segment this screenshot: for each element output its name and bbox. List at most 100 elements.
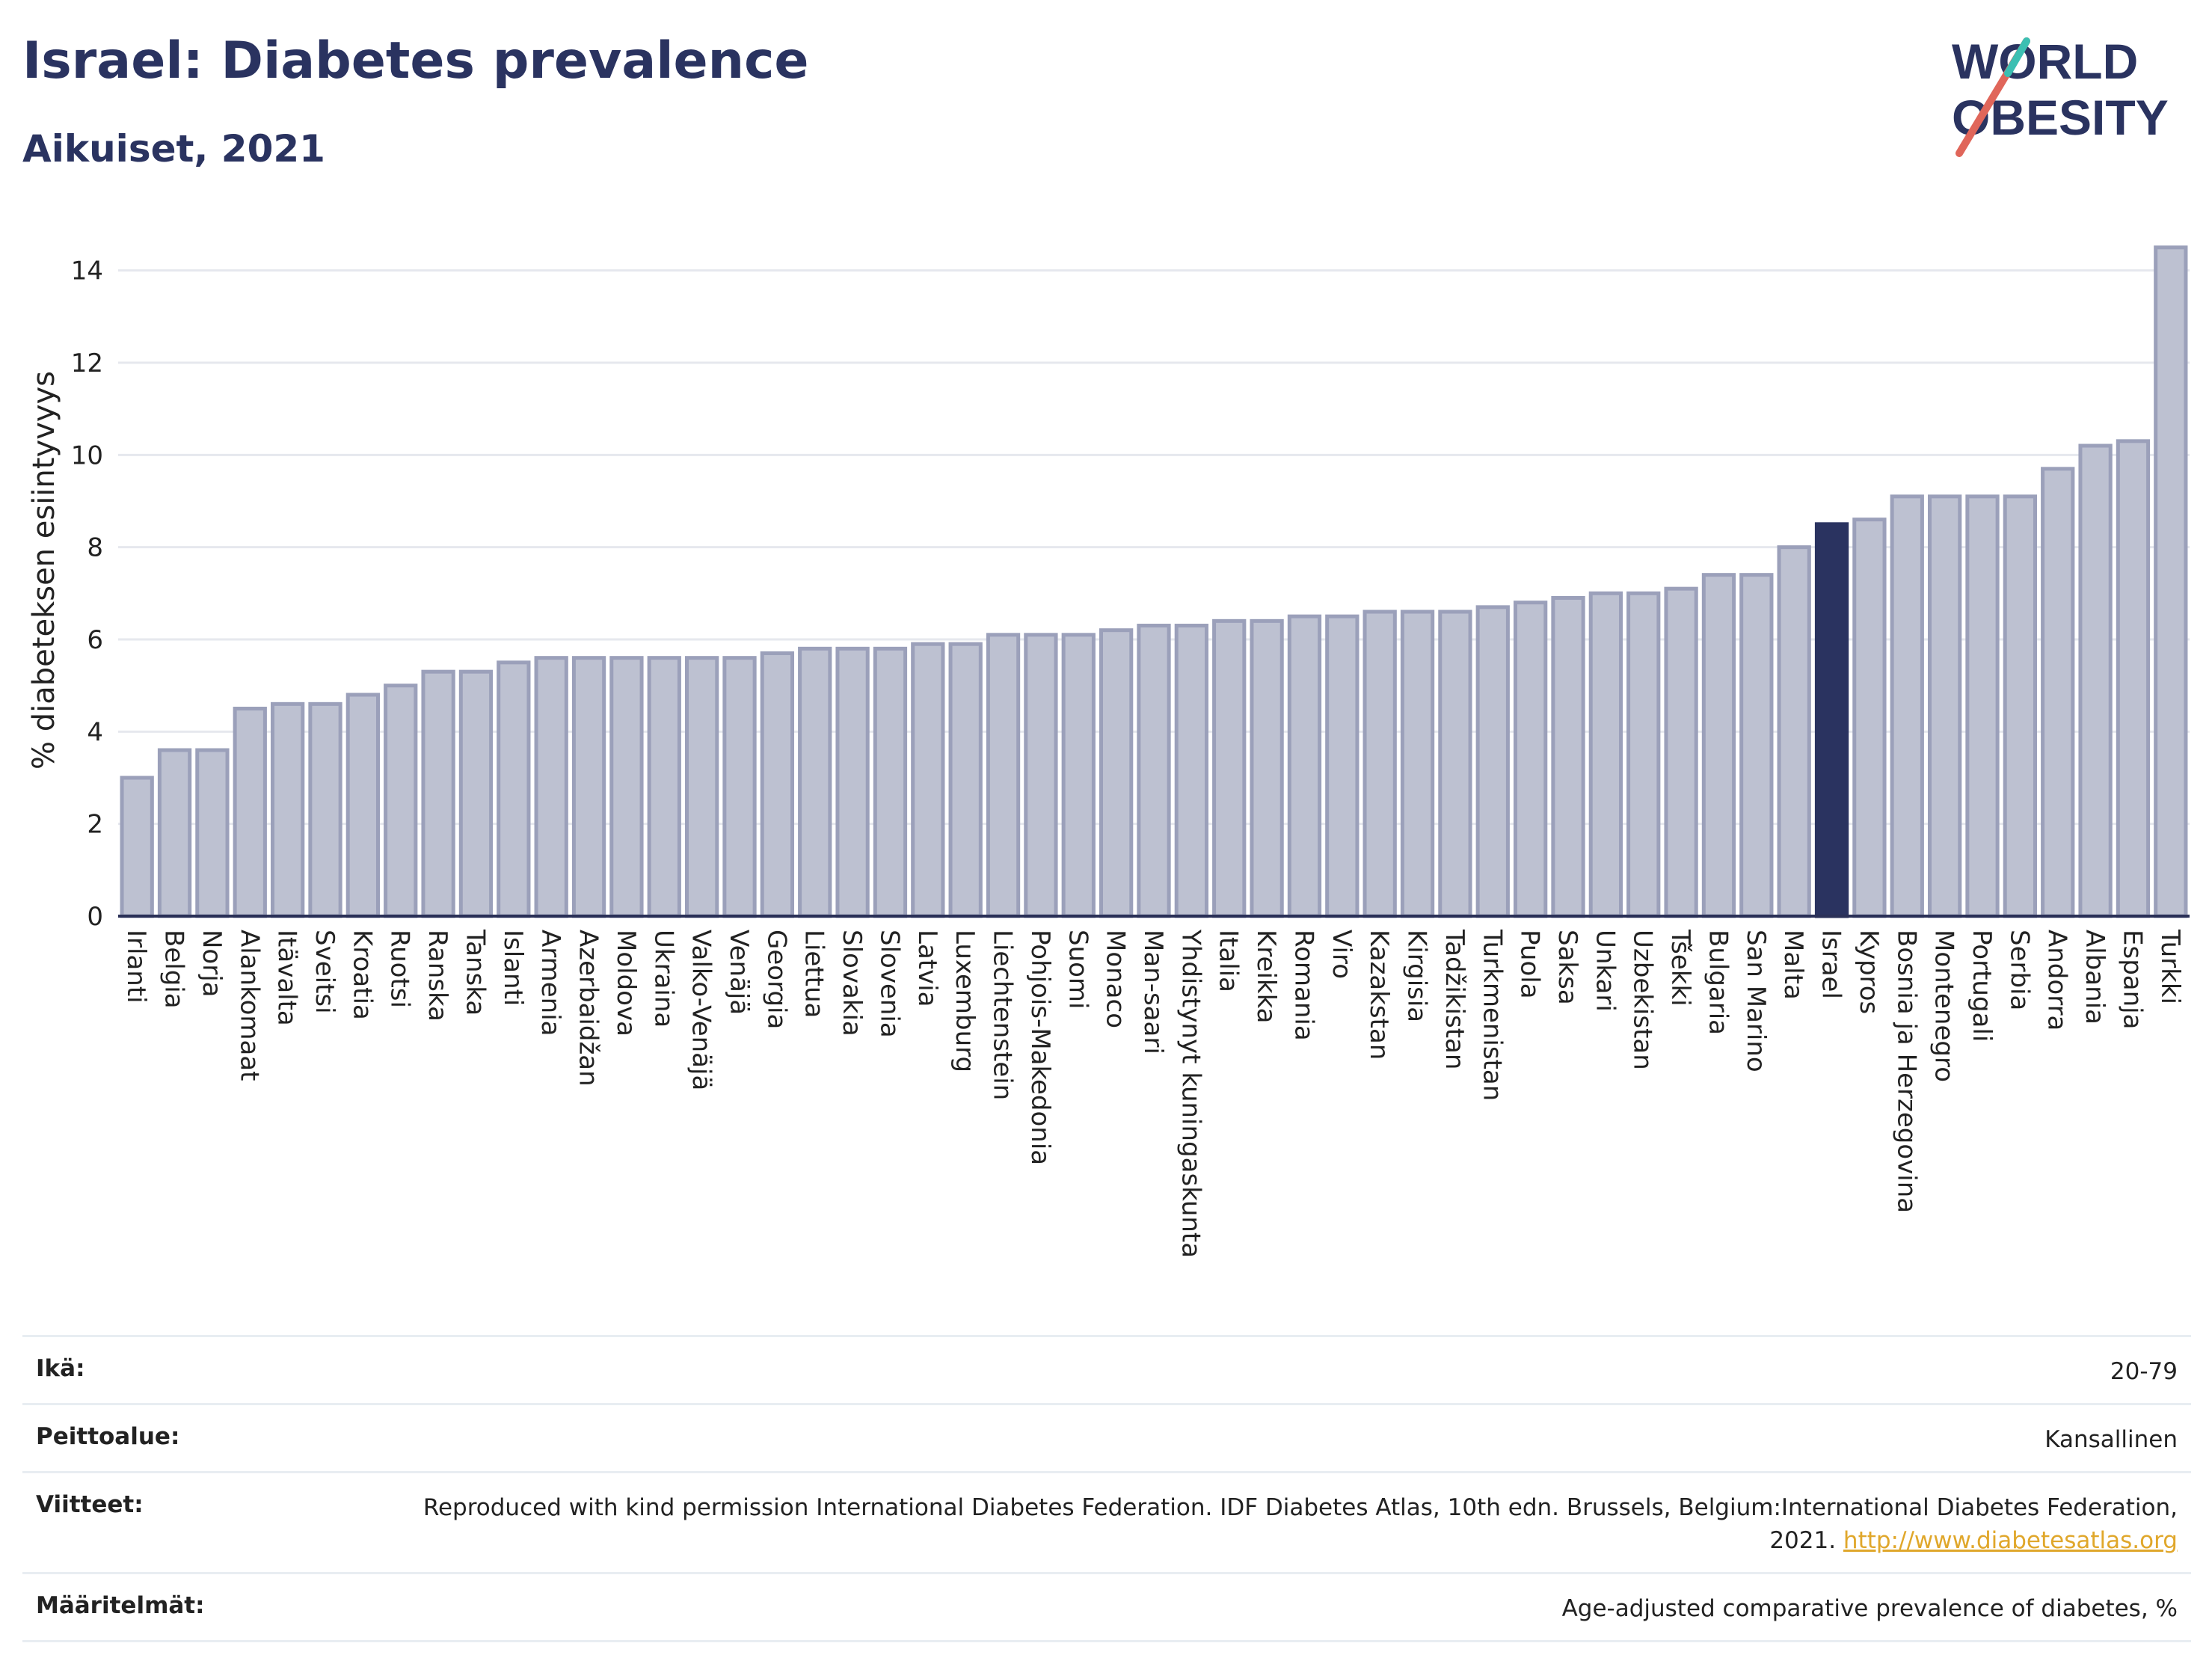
bar-monaco: [1099, 628, 1134, 918]
y-axis-label: % diabeteksen esiintyvyys: [27, 371, 61, 770]
metadata-key: Ikä:: [36, 1355, 85, 1382]
bar-ukraina: [647, 656, 681, 918]
bar-portugali: [1965, 494, 2000, 918]
x-tick-label: Turkmenistan: [1477, 929, 1507, 1101]
x-tick-label: Belgia: [159, 930, 189, 1009]
bar-italia: [1212, 618, 1247, 918]
bar-man-saari: [1137, 624, 1171, 918]
bar-kypros: [1852, 518, 1887, 918]
metadata-key: Viitteet:: [36, 1491, 144, 1518]
x-tick-label: Norja: [197, 930, 227, 998]
chart-title: Israel: Diabetes prevalence: [22, 31, 809, 90]
bar-pohjois-makedonia: [1024, 633, 1058, 918]
bar-tšekki: [1664, 586, 1698, 918]
bar-malta: [1777, 545, 1811, 918]
metadata-key: Määritelmät:: [36, 1592, 205, 1619]
metadata-row: Määritelmät: Age-adjusted comparative pre…: [22, 1572, 2191, 1640]
bar-chart: 0 2 4 6 8 10 12 14 % diabeteksen esiintyvyys Irla…: [27, 245, 2190, 1258]
bar-saksa: [1551, 596, 1585, 918]
x-tick-label: Kypros: [1854, 930, 1884, 1014]
x-tick-label: Saksa: [1552, 930, 1582, 1005]
x-tick-label: Pohjois-Makedonia: [1025, 930, 1055, 1165]
metadata-key: Peittoalue:: [36, 1423, 180, 1450]
metadata-value: 20-79: [2110, 1358, 2178, 1385]
y-tick-label: 8: [87, 533, 103, 563]
x-tick-label: Armenia: [535, 930, 565, 1037]
bar-serbia: [2003, 494, 2038, 918]
x-tick-label: Liettua: [799, 930, 829, 1018]
bar-yhdistynyt-kuningaskunta: [1174, 624, 1209, 918]
bar-viro: [1325, 614, 1360, 918]
bar-uzbekistan: [1626, 591, 1661, 918]
x-tick-label: Kreikka: [1251, 930, 1281, 1024]
x-tick-label: Venäjä: [724, 930, 754, 1015]
bar-kroatia: [345, 693, 381, 918]
x-tick-label: Slovenia: [874, 930, 904, 1038]
bar-turkmenistan: [1475, 605, 1510, 918]
bar-albania: [2078, 443, 2113, 918]
source-link[interactable]: http://www.diabetesatlas.org: [1843, 1527, 2178, 1554]
y-tick-label: 4: [87, 717, 103, 747]
x-tick-label: Romania: [1288, 930, 1318, 1041]
bar-moldova: [609, 656, 644, 918]
x-tick-label: San Marino: [1741, 930, 1771, 1072]
bar-tadžikistan: [1438, 610, 1472, 918]
x-tick-label: Irlanti: [121, 930, 151, 1004]
x-tick-label: Itävalta: [272, 930, 302, 1026]
x-tick-label: Tanska: [460, 929, 490, 1016]
bar-turkki: [2154, 245, 2188, 918]
bar-armenia: [534, 656, 568, 918]
bar-san-marino: [1739, 573, 1774, 918]
x-tick-label: Kirgisia: [1402, 930, 1432, 1022]
x-tick-label: Moldova: [611, 930, 641, 1037]
bar-kreikka: [1250, 618, 1284, 918]
bar-belgia: [157, 748, 192, 918]
x-tick-label: Azerbaidžan: [574, 930, 603, 1087]
x-tick-label: Ranska: [423, 930, 452, 1022]
metadata-value: Age-adjusted comparative prevalence of d…: [1561, 1595, 2178, 1622]
bar-venäjä: [722, 656, 757, 918]
x-tick-label: Italia: [1214, 930, 1244, 992]
bar-georgia: [760, 651, 795, 918]
y-tick-label: 2: [87, 810, 103, 840]
x-tick-label: Serbia: [2004, 930, 2034, 1010]
x-tick-label: Alankomaat: [234, 930, 264, 1081]
metadata-value: Kansallinen: [2044, 1426, 2178, 1453]
x-tick-label: Kroatia: [347, 930, 377, 1020]
y-tick-label: 10: [71, 440, 103, 470]
x-tick-label: Andorra: [2042, 930, 2072, 1031]
bar-bulgaria: [1701, 573, 1736, 918]
x-tick-label: Montenegro: [1929, 930, 1959, 1082]
bar-liechtenstein: [986, 633, 1021, 918]
x-tick-label: Liechtenstein: [988, 930, 1018, 1100]
x-tick-label: Islanti: [498, 930, 528, 1006]
x-tick-label: Ukraina: [648, 930, 678, 1028]
x-tick-label: Suomi: [1063, 930, 1093, 1010]
bar-tanska: [458, 669, 494, 918]
bar-slovenia: [873, 646, 908, 918]
bar-islanti: [497, 660, 531, 918]
bar-liettua: [798, 646, 832, 918]
bar-romania: [1287, 614, 1322, 918]
y-tick-label: 6: [87, 625, 103, 655]
bar-latvia: [911, 642, 945, 918]
x-tick-label: Monaco: [1101, 930, 1131, 1028]
x-tick-label: Latvia: [912, 930, 942, 1007]
x-tick-label: Uzbekistan: [1628, 930, 1658, 1070]
bar-itävalta: [270, 701, 305, 918]
y-tick-label: 12: [71, 348, 103, 378]
x-tick-label: Sveitsi: [310, 930, 340, 1014]
metadata-table: Ikä: 20-79 Peittoalue: Kansallinen Viitteet:…: [22, 1335, 2191, 1642]
x-tick-label: Kazakstan: [1364, 930, 1394, 1060]
chart-subtitle: Aikuiset, 2021: [22, 127, 325, 171]
bar-espanja: [2116, 439, 2151, 918]
x-tick-label: Tšekki: [1665, 929, 1695, 1007]
x-tick-label: Georgia: [761, 930, 791, 1029]
bar-norja: [195, 748, 230, 918]
bar-ruotsi: [384, 684, 418, 918]
bar-suomi: [1061, 633, 1096, 918]
metadata-row: Ikä: 20-79: [22, 1335, 2191, 1403]
bar-valko-venäjä: [684, 656, 719, 918]
x-tick-label: Luxemburg: [950, 930, 980, 1072]
x-tick-label: Bulgaria: [1703, 930, 1733, 1035]
